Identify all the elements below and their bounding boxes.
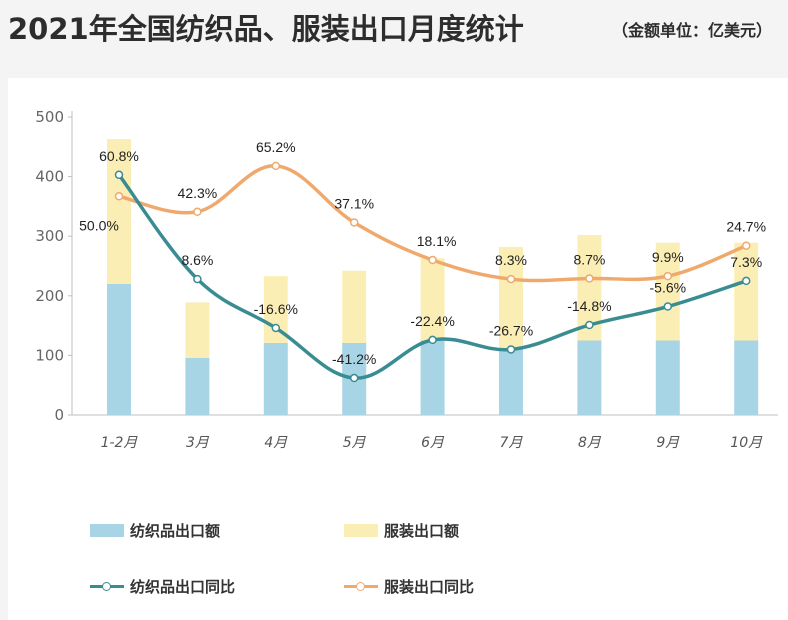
label-apparel-yoy: 42.3%	[178, 185, 218, 201]
point-apparel-yoy	[663, 271, 673, 281]
label-apparel-yoy: 24.7%	[726, 219, 766, 235]
x-tick-label: 3月	[186, 435, 210, 451]
bar-apparel-export	[655, 242, 680, 341]
bar-textile-export	[655, 340, 680, 415]
label-textile-yoy: 7.3%	[730, 254, 762, 270]
point-apparel-yoy	[428, 255, 437, 265]
x-tick-label: 4月	[264, 435, 288, 451]
bar-apparel-export	[342, 270, 367, 343]
bar-apparel-export	[499, 246, 523, 349]
y-tick-label: 300	[35, 227, 64, 245]
x-tick-label: 9月	[656, 435, 680, 451]
chart-unit: （金额单位：亿美元）	[612, 21, 773, 40]
y-tick-label: 400	[35, 168, 64, 186]
label-apparel-yoy: 8.7%	[573, 252, 605, 268]
legend-label-apparel-yoy: 服装出口同比	[384, 578, 475, 596]
point-textile-yoy	[114, 170, 124, 180]
legend-line-textile	[90, 580, 124, 593]
label-textile-yoy: -22.4%	[410, 313, 454, 329]
bar-textile-export	[499, 348, 523, 415]
label-apparel-yoy: 9.9%	[652, 249, 684, 265]
x-tick-label: 5月	[343, 435, 367, 451]
bar-textile-export	[107, 283, 131, 415]
label-apparel-yoy: 65.2%	[256, 139, 296, 155]
label-apparel-yoy: 37.1%	[334, 195, 374, 211]
label-textile-yoy: -41.2%	[332, 351, 376, 367]
y-tick-label: 100	[35, 346, 64, 364]
label-textile-yoy: 60.8%	[99, 148, 139, 164]
point-textile-yoy	[193, 274, 202, 284]
line-apparel-yoy	[117, 164, 748, 283]
legend-label-textile: 纺织品出口额	[130, 522, 221, 540]
point-apparel-yoy	[349, 218, 359, 227]
bar-apparel-export	[734, 242, 759, 341]
x-tick-label: 7月	[500, 435, 524, 451]
label-apparel-yoy: 50.0%	[79, 217, 119, 233]
y-tick-label: 200	[35, 287, 64, 305]
point-apparel-yoy	[506, 274, 516, 284]
point-apparel-yoy	[193, 207, 202, 217]
chart-title: 2021年全国纺织品、服装出口月度统计	[8, 12, 524, 46]
y-tick-label: 0	[54, 406, 64, 424]
x-tick-label: 1-2月	[101, 435, 139, 451]
bar-textile-export	[577, 340, 602, 415]
x-tick-label: 8月	[578, 435, 602, 451]
chart-panel: 0 100 200 300 400 500 1-2月 3月 4月 5月 6月 7月 8月 9月 10月 50.…	[8, 78, 788, 620]
label-textile-yoy: 8.6%	[181, 252, 213, 268]
point-apparel-yoy	[114, 192, 124, 201]
point-textile-yoy	[271, 323, 281, 333]
label-apparel-yoy: 8.3%	[495, 252, 527, 268]
x-tick-label: 6月	[421, 435, 445, 451]
bar-textile-export	[185, 357, 210, 415]
point-apparel-yoy	[741, 241, 751, 250]
point-textile-yoy	[663, 302, 673, 311]
y-tick-label: 500	[35, 108, 64, 126]
chart-svg: 0 100 200 300 400 500 1-2月 3月 4月 5月 6月 7月 8月 9月 10月 50.…	[35, 108, 778, 451]
legend-textile-yoy: 纺织品出口同比	[90, 576, 235, 597]
legend-line-apparel	[344, 580, 378, 593]
legend-label-apparel: 服装出口额	[384, 522, 460, 540]
label-textile-yoy: -26.7%	[489, 322, 533, 338]
label-apparel-yoy: 18.1%	[417, 233, 457, 249]
point-textile-yoy	[585, 320, 594, 330]
legend-label-textile-yoy: 纺织品出口同比	[130, 578, 236, 596]
point-textile-yoy	[428, 335, 437, 345]
line-textile-yoy	[117, 173, 748, 380]
label-textile-yoy: -14.8%	[567, 298, 611, 314]
legend-textile-export: 纺织品出口额	[90, 520, 220, 541]
label-textile-yoy: -5.6%	[650, 280, 687, 296]
bar-apparel-export	[420, 258, 445, 341]
legend-apparel-export: 服装出口额	[344, 520, 459, 541]
point-textile-yoy	[506, 345, 516, 354]
label-textile-yoy: -16.6%	[254, 301, 298, 317]
x-tick-label: 10月	[730, 435, 763, 451]
legend-apparel-yoy: 服装出口同比	[344, 576, 474, 597]
bar-apparel-export	[107, 139, 131, 284]
legend-swatch-apparel	[344, 524, 378, 537]
bar-textile-export	[734, 340, 759, 415]
bar-textile-export	[263, 342, 288, 415]
point-textile-yoy	[349, 373, 359, 383]
point-apparel-yoy	[271, 161, 281, 171]
bar-textile-export	[420, 340, 445, 415]
point-textile-yoy	[741, 276, 751, 286]
bar-apparel-export	[185, 302, 210, 358]
legend-swatch-textile	[90, 524, 124, 537]
point-apparel-yoy	[585, 274, 594, 283]
